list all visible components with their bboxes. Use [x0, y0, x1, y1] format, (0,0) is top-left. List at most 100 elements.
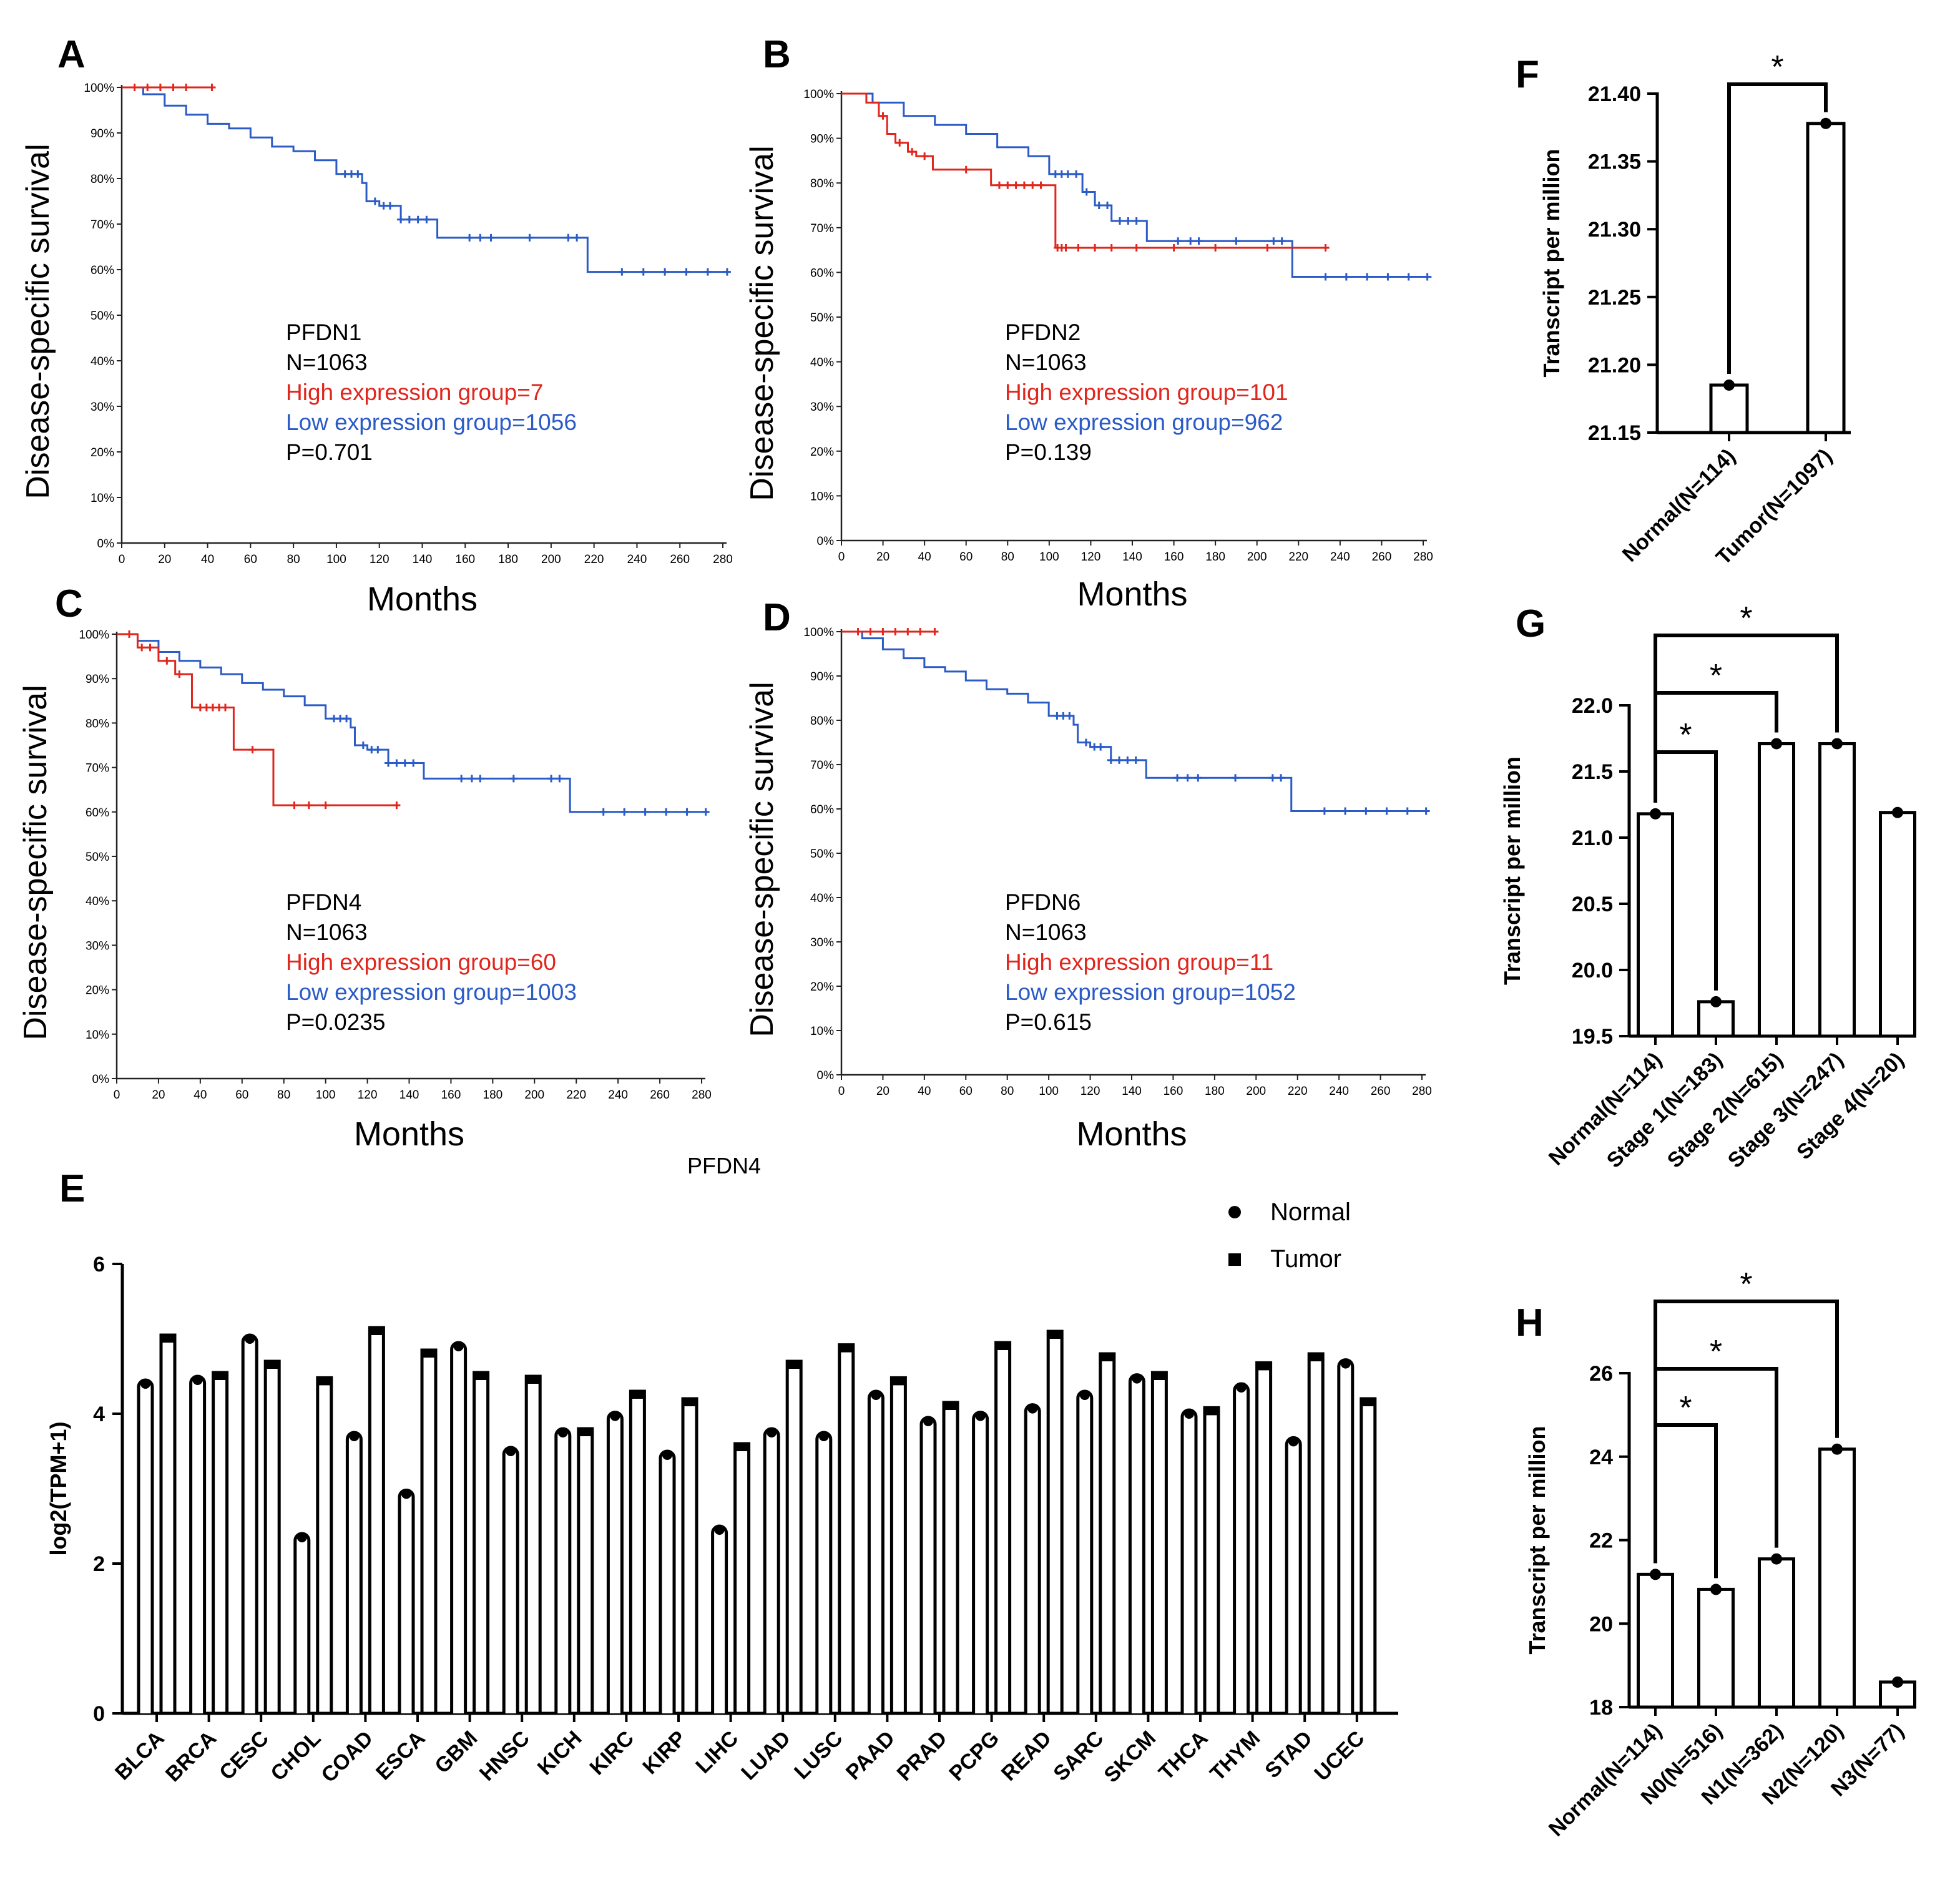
- x-tick-label: SARC: [1049, 1726, 1108, 1786]
- bar-normal-dot: [767, 1427, 777, 1437]
- y-tick-label: 60%: [810, 803, 834, 816]
- y-tick-label: 0: [93, 1702, 105, 1726]
- bar: [1879, 811, 1916, 1038]
- censor-mark-low: [683, 808, 691, 816]
- censor-mark-low: [466, 233, 474, 242]
- bar-normal: [711, 1524, 728, 1713]
- bar-normal: [606, 1411, 624, 1713]
- bar-tumor-cap: [995, 1341, 1011, 1350]
- y-tick-label: 40%: [86, 895, 109, 908]
- y-tick-label: 90%: [86, 673, 109, 686]
- x-tick-label: 20: [158, 553, 171, 566]
- y-tick-label: 30%: [91, 401, 114, 414]
- bar-tumor-cap: [1360, 1398, 1376, 1406]
- bar-value-dot: [1831, 738, 1843, 750]
- x-tick-label: READ: [997, 1726, 1056, 1786]
- censor-mark-low: [487, 233, 495, 242]
- x-tick-label: 0: [114, 1089, 120, 1102]
- bar-value-dot: [1650, 1569, 1661, 1580]
- y-tick-label: 50%: [810, 311, 834, 325]
- legend-n: N=1063: [1005, 919, 1087, 945]
- censor-mark-high: [202, 703, 210, 712]
- censor-mark-high: [156, 84, 164, 91]
- legend-gene: PFDN2: [1005, 320, 1080, 345]
- censor-mark-low: [1124, 217, 1132, 225]
- censor-mark-high: [879, 112, 887, 120]
- significance-bracket: [1654, 1423, 1718, 1579]
- bar-tumor-cap: [369, 1326, 385, 1335]
- censor-mark-low: [1124, 756, 1132, 764]
- bar: [1637, 812, 1674, 1038]
- y-tick-label: 21.0: [1572, 826, 1613, 850]
- x-tick-label: THYM: [1205, 1726, 1265, 1786]
- x-tick-label: 280: [692, 1089, 712, 1102]
- x-tick-label: 240: [1329, 1085, 1349, 1098]
- legend-p-value: P=0.139: [1005, 439, 1092, 465]
- censor-mark-high: [169, 84, 177, 91]
- significance-star: *: [1740, 600, 1752, 637]
- censor-mark-low: [1132, 217, 1140, 225]
- censor-mark-high: [163, 657, 171, 665]
- bar-normal-dot: [245, 1334, 255, 1344]
- bar: [1758, 1557, 1795, 1709]
- censor-mark-low: [618, 268, 626, 276]
- bar-tumor: [316, 1376, 333, 1715]
- bar-normal: [293, 1532, 311, 1713]
- km-curve-low: [841, 92, 1432, 278]
- x-tick-label: 60: [959, 551, 973, 564]
- y-tick-label: 30%: [86, 939, 109, 952]
- x-tick-label: LUAD: [737, 1726, 795, 1785]
- censor-mark-low: [341, 170, 349, 178]
- significance-star: *: [1710, 1334, 1722, 1370]
- bar-normal: [659, 1449, 676, 1713]
- y-tick-label: 60%: [91, 264, 114, 277]
- censor-mark-low: [1174, 237, 1182, 245]
- x-tick-label: Normal(N=114): [1544, 1719, 1667, 1841]
- bar: [1758, 742, 1795, 1038]
- x-tick-label: 180: [483, 1089, 503, 1102]
- x-tick-label: COAD: [316, 1726, 378, 1788]
- y-tick-label: 0%: [97, 537, 115, 551]
- y-tick-label: 10%: [86, 1029, 109, 1042]
- x-tick-label: PCPG: [944, 1726, 1004, 1786]
- bar-normal: [502, 1446, 519, 1713]
- bar-tumor: [1203, 1406, 1220, 1715]
- censor-mark-low: [564, 233, 572, 242]
- censor-mark-low: [414, 215, 422, 223]
- bar-tumor: [681, 1397, 698, 1715]
- bar-normal: [867, 1389, 884, 1713]
- bar-normal-dot: [349, 1431, 360, 1441]
- x-tick-label: CHOL: [266, 1726, 325, 1786]
- censor-mark-high: [248, 746, 257, 754]
- censor-mark-low: [1384, 273, 1392, 281]
- censor-mark-low: [661, 268, 669, 276]
- censor-mark-low: [476, 775, 484, 783]
- censor-mark-low: [1270, 237, 1278, 245]
- censor-mark-low: [641, 808, 649, 816]
- bar-tumor: [420, 1348, 438, 1715]
- censor-mark-high: [138, 644, 146, 652]
- x-tick-label: 120: [370, 553, 390, 566]
- censor-mark-low: [526, 233, 534, 242]
- y-tick-label: 60%: [86, 806, 109, 820]
- x-tick-label: 280: [1413, 551, 1433, 564]
- x-tick-label: 180: [498, 553, 518, 566]
- y-tick-label: 30%: [810, 936, 834, 949]
- legend-gene: PFDN4: [286, 889, 361, 915]
- x-tick-label: THCA: [1154, 1726, 1213, 1785]
- censor-mark-low: [1362, 807, 1370, 815]
- censor-mark-low: [702, 808, 710, 816]
- significance-bracket: [1654, 634, 1839, 803]
- censor-mark-low: [393, 759, 401, 767]
- censor-mark-low: [458, 775, 466, 783]
- censor-mark-low: [1341, 807, 1350, 815]
- legend-n: N=1063: [1005, 350, 1087, 375]
- bar-normal: [919, 1416, 937, 1713]
- bar-tumor-cap: [630, 1390, 645, 1399]
- bar-tumor: [733, 1442, 751, 1715]
- bar-tumor: [159, 1333, 177, 1715]
- x-tick-label: 140: [1122, 1085, 1142, 1098]
- km-panel-d: D 0% 10% 20% 30% 40% 50% 60% 70% 80% 90% 100% 0 20 40 6…: [744, 596, 1432, 1153]
- x-tick-label: 40: [194, 1089, 207, 1102]
